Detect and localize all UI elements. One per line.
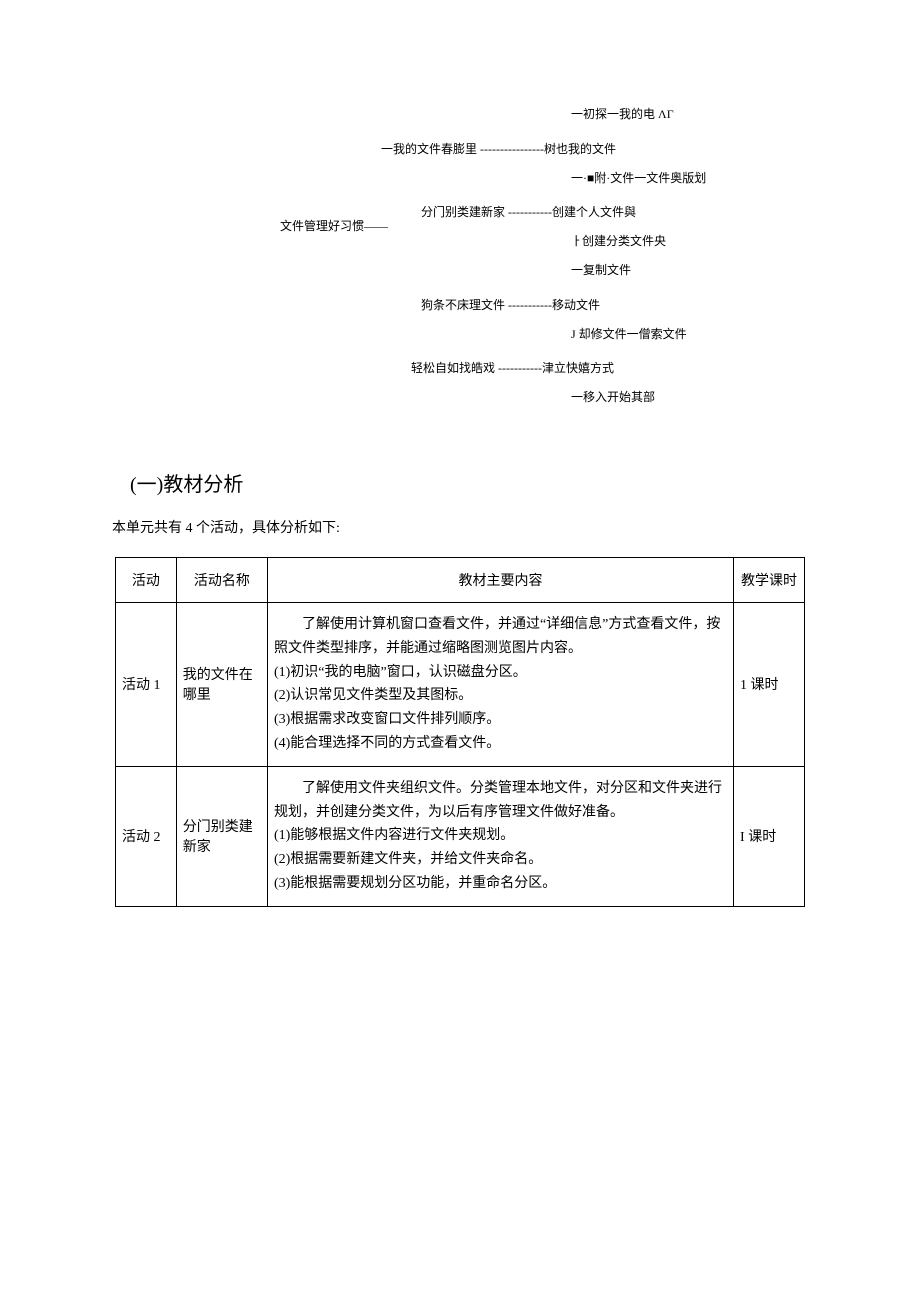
th-name: 活动名称 <box>176 557 267 602</box>
content-lead: 了解使用文件夹组织文件。分类管理本地文件，对分区和文件夹进行规划，并创建分类文件… <box>274 777 727 825</box>
tree-leaf: 一·■附·文件一文件奥版划 <box>381 164 706 193</box>
content-item: (1)能够根据文件内容进行文件夹规划。 <box>274 828 514 843</box>
content-item: (3)能根据需要规划分区功能，并重命名分区。 <box>274 876 556 891</box>
th-content: 教材主要内容 <box>267 557 733 602</box>
table-row: 活动 2 分门别类建新家 了解使用文件夹组织文件。分类管理本地文件，对分区和文件… <box>116 766 805 906</box>
content-item: (3)根据需求改变窗口文件排列顺序。 <box>274 712 500 727</box>
tree-leaf: 一初探一我的电 ΛΓ <box>381 100 706 129</box>
tree-leaf: ㅏ创建分类文件央 <box>381 227 706 256</box>
cell-activity: 活动 1 <box>116 602 177 766</box>
outline-tree: 文件管理好习惯—— 一初探一我的电 ΛΓ 一我的文件春膨里 ----------… <box>100 100 820 418</box>
table-header-row: 活动 活动名称 教材主要内容 教学课时 <box>116 557 805 602</box>
tree-children: 一初探一我的电 ΛΓ 一我的文件春膨里 ----------------树也我的… <box>381 100 706 418</box>
content-lead: 了解使用计算机窗口查看文件，并通过“详细信息”方式查看文件，按照文件类型排序，并… <box>274 613 727 661</box>
cell-time: I 课时 <box>734 766 805 906</box>
content-item: (1)初识“我的电脑”窗口，认识磁盘分区。 <box>274 665 527 680</box>
tree-branch: 狗条不床理文件 -----------移动文件 <box>381 291 706 320</box>
cell-activity: 活动 2 <box>116 766 177 906</box>
section-intro: 本单元共有 4 个活动，具体分析如下: <box>112 517 820 537</box>
th-activity: 活动 <box>116 557 177 602</box>
tree-branch: 一我的文件春膨里 ----------------树也我的文件 <box>381 135 706 164</box>
cell-name: 分门别类建新家 <box>176 766 267 906</box>
cell-content: 了解使用计算机窗口查看文件，并通过“详细信息”方式查看文件，按照文件类型排序，并… <box>267 602 733 766</box>
content-item: (4)能合理选择不同的方式查看文件。 <box>274 736 500 751</box>
cell-name: 我的文件在哪里 <box>176 602 267 766</box>
table-row: 活动 1 我的文件在哪里 了解使用计算机窗口查看文件，并通过“详细信息”方式查看… <box>116 602 805 766</box>
tree-branch: 轻松自如找皓戏 -----------津立快嬉方式 <box>381 354 706 383</box>
tree-root-label: 文件管理好习惯—— <box>280 212 388 241</box>
cell-content: 了解使用文件夹组织文件。分类管理本地文件，对分区和文件夹进行规划，并创建分类文件… <box>267 766 733 906</box>
tree-branch: 分门别类建新家 -----------创建个人文件與 <box>381 198 706 227</box>
tree-leaf: 一复制文件 <box>381 256 706 285</box>
content-item: (2)认识常见文件类型及其图标。 <box>274 688 472 703</box>
tree-leaf: 一移入开始其部 <box>381 383 706 412</box>
cell-time: 1 课时 <box>734 602 805 766</box>
th-time: 教学课时 <box>734 557 805 602</box>
tree-leaf: J 却修文件一僧索文件 <box>381 320 706 349</box>
content-item: (2)根据需要新建文件夹，并给文件夹命名。 <box>274 852 542 867</box>
activities-table: 活动 活动名称 教材主要内容 教学课时 活动 1 我的文件在哪里 了解使用计算机… <box>115 557 805 907</box>
section-heading: (一)教材分析 <box>130 468 820 497</box>
